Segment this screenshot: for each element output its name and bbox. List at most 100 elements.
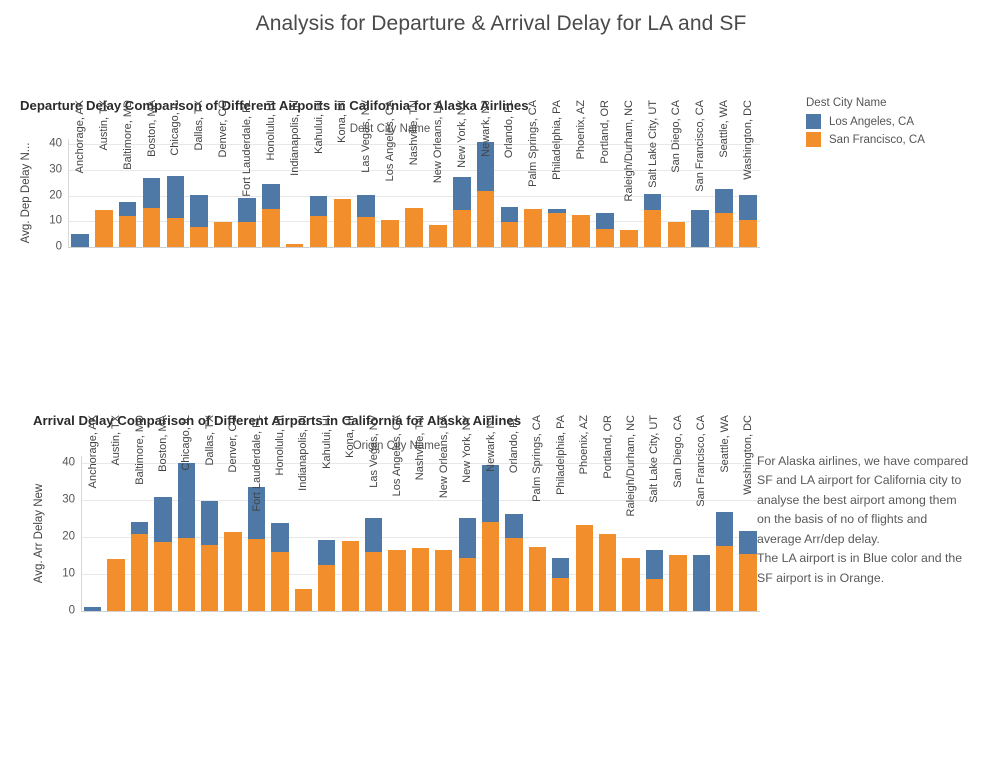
- bar-segment-san-francisco[interactable]: [388, 549, 406, 611]
- stacked-bar[interactable]: [142, 177, 161, 247]
- stacked-bar[interactable]: [619, 229, 638, 247]
- bar-segment-los-angeles[interactable]: [548, 208, 566, 214]
- bar-segment-san-francisco[interactable]: [309, 216, 328, 247]
- bar-segment-san-francisco[interactable]: [107, 558, 125, 611]
- stacked-bar[interactable]: [177, 463, 195, 611]
- bar-segment-los-angeles[interactable]: [190, 194, 209, 228]
- bar-segment-san-francisco[interactable]: [142, 207, 161, 247]
- bar-segment-los-angeles[interactable]: [596, 212, 614, 229]
- stacked-bar[interactable]: [458, 518, 476, 611]
- bar-segment-san-francisco[interactable]: [166, 217, 185, 247]
- bar-segment-san-francisco[interactable]: [596, 229, 614, 247]
- bar-segment-san-francisco[interactable]: [669, 555, 687, 611]
- bar-segment-los-angeles[interactable]: [452, 176, 471, 210]
- bar-segment-san-francisco[interactable]: [94, 210, 113, 247]
- bar-segment-san-francisco[interactable]: [481, 522, 500, 611]
- stacked-bar[interactable]: [309, 195, 328, 247]
- stacked-bar[interactable]: [261, 184, 280, 247]
- stacked-bar[interactable]: [575, 524, 593, 611]
- bar-segment-los-angeles[interactable]: [476, 141, 495, 191]
- stacked-bar[interactable]: [528, 546, 547, 611]
- stacked-bar[interactable]: [552, 558, 570, 611]
- bar-segment-san-francisco[interactable]: [154, 542, 172, 611]
- stacked-bar[interactable]: [435, 549, 453, 611]
- stacked-bar[interactable]: [716, 512, 734, 611]
- stacked-bar[interactable]: [84, 607, 102, 611]
- stacked-bar[interactable]: [224, 531, 242, 611]
- bar-segment-san-francisco[interactable]: [190, 227, 209, 247]
- bar-segment-san-francisco[interactable]: [318, 564, 336, 611]
- bar-segment-los-angeles[interactable]: [716, 512, 734, 546]
- bar-segment-san-francisco[interactable]: [118, 215, 137, 247]
- stacked-bar[interactable]: [411, 547, 430, 611]
- bar-segment-los-angeles[interactable]: [500, 206, 519, 222]
- bar-segment-san-francisco[interactable]: [739, 219, 757, 247]
- stacked-bar[interactable]: [500, 206, 519, 247]
- bar-segment-san-francisco[interactable]: [476, 190, 495, 247]
- bar-segment-san-francisco[interactable]: [130, 533, 149, 611]
- stacked-bar[interactable]: [715, 189, 733, 247]
- stacked-bar[interactable]: [572, 214, 590, 247]
- bar-segment-san-francisco[interactable]: [238, 222, 256, 247]
- bar-segment-los-angeles[interactable]: [71, 233, 89, 247]
- bar-segment-san-francisco[interactable]: [643, 210, 662, 247]
- bar-segment-san-francisco[interactable]: [458, 557, 476, 611]
- stacked-bar[interactable]: [333, 199, 352, 247]
- bar-segment-los-angeles[interactable]: [552, 558, 570, 578]
- stacked-bar[interactable]: [645, 550, 664, 611]
- bar-segment-los-angeles[interactable]: [142, 177, 161, 208]
- stacked-bar[interactable]: [739, 530, 757, 611]
- stacked-bar[interactable]: [667, 221, 686, 247]
- stacked-bar[interactable]: [107, 558, 125, 611]
- bar-segment-los-angeles[interactable]: [364, 518, 383, 552]
- stacked-bar[interactable]: [505, 513, 523, 611]
- bar-segment-san-francisco[interactable]: [411, 547, 430, 611]
- stacked-bar[interactable]: [294, 588, 313, 611]
- bar-segment-los-angeles[interactable]: [238, 197, 256, 223]
- bar-segment-los-angeles[interactable]: [309, 195, 328, 217]
- stacked-bar[interactable]: [71, 233, 89, 247]
- bar-segment-los-angeles[interactable]: [739, 194, 757, 220]
- bar-segment-los-angeles[interactable]: [166, 175, 185, 218]
- stacked-bar[interactable]: [94, 210, 113, 247]
- departure-plot-area[interactable]: Avg. Dep Delay N... 0 10 20 30 40: [20, 138, 760, 252]
- bar-segment-san-francisco[interactable]: [505, 537, 523, 611]
- stacked-bar[interactable]: [452, 176, 471, 247]
- bar-segment-san-francisco[interactable]: [405, 208, 423, 247]
- bar-segment-san-francisco[interactable]: [739, 554, 757, 611]
- stacked-bar[interactable]: [238, 197, 256, 247]
- stacked-bar[interactable]: [476, 141, 495, 247]
- bar-segment-los-angeles[interactable]: [177, 463, 195, 538]
- bar-segment-san-francisco[interactable]: [224, 531, 242, 611]
- stacked-bar[interactable]: [341, 540, 359, 611]
- bar-segment-los-angeles[interactable]: [643, 193, 662, 211]
- stacked-bar[interactable]: [429, 225, 447, 247]
- bar-segment-san-francisco[interactable]: [645, 579, 664, 611]
- stacked-bar[interactable]: [598, 534, 617, 611]
- bar-segment-los-angeles[interactable]: [84, 607, 102, 611]
- bar-segment-san-francisco[interactable]: [247, 539, 266, 611]
- bar-segment-los-angeles[interactable]: [645, 550, 664, 580]
- bar-segment-san-francisco[interactable]: [552, 577, 570, 611]
- bar-segment-los-angeles[interactable]: [458, 518, 476, 558]
- stacked-bar[interactable]: [214, 222, 232, 247]
- stacked-bar[interactable]: [622, 558, 640, 611]
- stacked-bar[interactable]: [364, 518, 383, 611]
- stacked-bar[interactable]: [166, 175, 185, 247]
- bar-segment-san-francisco[interactable]: [294, 588, 313, 611]
- bar-segment-san-francisco[interactable]: [333, 199, 352, 247]
- bar-segment-san-francisco[interactable]: [364, 551, 383, 611]
- stacked-bar[interactable]: [669, 555, 687, 611]
- stacked-bar[interactable]: [643, 193, 662, 247]
- bar-segment-san-francisco[interactable]: [177, 537, 195, 611]
- legend-item-los-angeles[interactable]: Los Angeles, CA: [806, 114, 996, 129]
- stacked-bar[interactable]: [247, 486, 266, 611]
- stacked-bar[interactable]: [357, 194, 376, 247]
- stacked-bar[interactable]: [596, 212, 614, 247]
- bar-segment-los-angeles[interactable]: [154, 496, 172, 543]
- bar-segment-san-francisco[interactable]: [716, 545, 734, 611]
- stacked-bar[interactable]: [691, 209, 710, 247]
- stacked-bar[interactable]: [130, 521, 149, 611]
- bar-segment-san-francisco[interactable]: [285, 243, 304, 247]
- stacked-bar[interactable]: [739, 194, 757, 247]
